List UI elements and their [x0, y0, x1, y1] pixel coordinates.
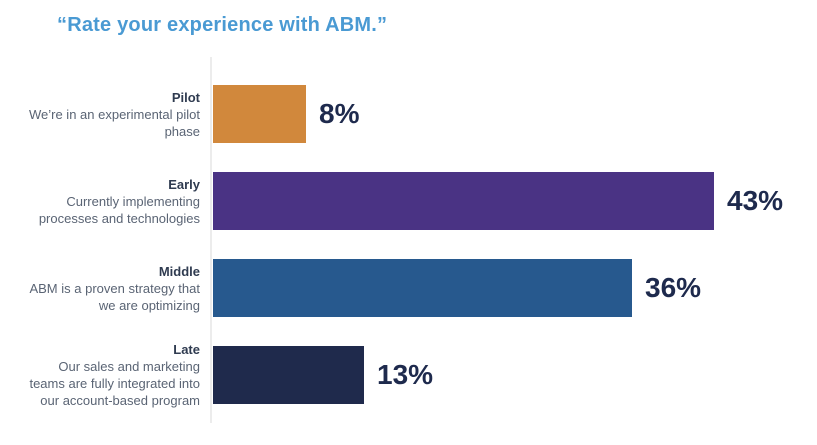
category-label-block: Middle ABM is a proven strategy that we … [24, 263, 213, 314]
value-label-pilot: 8% [319, 98, 360, 129]
y-axis-line [210, 57, 212, 423]
category-description: We’re in an experimental pilot phase [28, 106, 200, 139]
bar-early [213, 172, 714, 230]
category-label-block: Pilot We’re in an experimental pilot pha… [24, 89, 213, 140]
category-name: Late [173, 342, 200, 357]
category-label-block: Late Our sales and marketing teams are f… [24, 341, 213, 409]
category-description: ABM is a proven strategy that we are opt… [29, 280, 200, 313]
chart-row-middle: Middle ABM is a proven strategy that we … [24, 259, 783, 317]
chart-row-pilot: Pilot We’re in an experimental pilot pha… [24, 85, 783, 143]
category-name: Middle [158, 263, 200, 279]
bar-pilot [213, 85, 306, 143]
bar-middle [213, 259, 632, 317]
value-label-middle: 36% [645, 272, 702, 303]
chart-row-late: Late Our sales and marketing teams are f… [24, 342, 783, 408]
category-name: Pilot [171, 89, 200, 105]
category-name: Early [168, 176, 200, 192]
bar-late [213, 346, 364, 404]
value-label-early: 43% [727, 185, 784, 216]
category-label-block: Early Currently implementing processes a… [24, 176, 213, 227]
chart-title: “Rate your experience with ABM.” [57, 14, 388, 36]
category-description: Currently implementing processes and tec… [38, 193, 200, 226]
category-description: Our sales and marketing teams are fully … [29, 359, 200, 408]
chart-row-early: Early Currently implementing processes a… [24, 172, 783, 230]
bar-chart: Pilot We’re in an experimental pilot pha… [24, 85, 783, 408]
value-label-late: 13% [377, 359, 434, 390]
